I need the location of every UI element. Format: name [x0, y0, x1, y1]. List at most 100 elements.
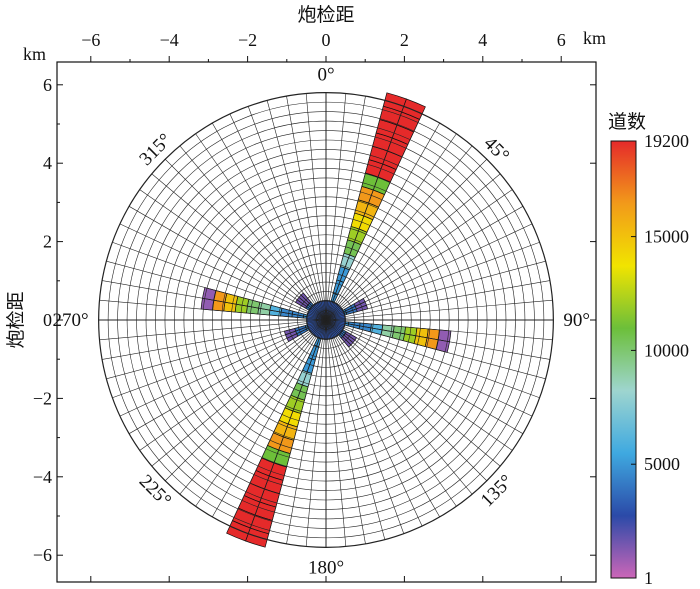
grid-spoke	[99, 319, 327, 341]
grid-spoke	[106, 260, 327, 321]
grid-spoke	[325, 319, 550, 360]
grid-spoke	[325, 113, 423, 321]
x-axis-ticks: −6 −4 −2 0 2 4 6	[81, 30, 566, 582]
y-tick-label: 0	[43, 310, 52, 330]
grid-spoke	[325, 106, 405, 321]
grid-spoke	[195, 133, 327, 321]
colorbar-tick-label: 15000	[644, 227, 689, 247]
grid-spoke	[151, 173, 327, 321]
y-axis-ticks: 6 4 2 0 −2 −4 −6	[33, 75, 596, 565]
grid-spoke	[325, 319, 501, 467]
x-tick-label: −2	[238, 30, 257, 50]
grid-spoke	[286, 96, 327, 321]
colorbar-gradient	[610, 140, 637, 579]
grid-spoke	[325, 173, 501, 321]
direction-label: 270°	[53, 310, 89, 331]
grid-spoke	[128, 319, 327, 434]
x-tick-label: 2	[400, 30, 409, 50]
grid-spoke	[325, 319, 553, 341]
grid-spoke	[325, 159, 487, 321]
grid-spoke	[325, 319, 457, 507]
colorbar-tick-label: 10000	[644, 340, 689, 360]
grid-spoke	[325, 189, 513, 321]
grid-spoke	[195, 319, 327, 507]
grid-spoke	[325, 260, 546, 321]
grid-spoke	[179, 319, 327, 495]
grid-spoke	[102, 319, 327, 360]
grid-spoke	[325, 319, 473, 495]
y-tick-label: 4	[43, 153, 52, 173]
grid-spoke	[128, 206, 327, 321]
x-unit-label: km	[583, 28, 606, 48]
grid-spoke	[325, 319, 366, 544]
y-tick-label: 6	[43, 75, 52, 95]
grid-spoke	[325, 319, 533, 417]
grid-spoke	[325, 319, 540, 399]
x-tick-label: 0	[322, 30, 331, 50]
grid-spoke	[325, 319, 513, 451]
grid-spoke	[266, 319, 327, 540]
grid-spoke	[112, 319, 327, 399]
grid-spoke	[119, 319, 327, 417]
grid-spoke	[325, 299, 553, 321]
y-unit-label: km	[23, 44, 46, 64]
grid-spoke	[229, 113, 327, 321]
grid-spoke	[247, 106, 327, 321]
colorbar-ticks: 19200 15000 10000 5000 1	[631, 131, 689, 588]
grid-spoke	[325, 145, 473, 321]
x-tick-label: 4	[478, 30, 487, 50]
grid-spoke	[139, 189, 327, 321]
grid-spoke	[305, 319, 327, 547]
direction-label: 90°	[563, 310, 590, 331]
grid-spoke	[325, 319, 347, 547]
y-tick-label: −2	[33, 388, 52, 408]
grid-spoke	[325, 319, 386, 540]
y-tick-label: −4	[33, 467, 52, 487]
grid-spoke	[165, 319, 327, 481]
x-tick-label: −4	[160, 30, 179, 50]
grid-spoke	[179, 145, 327, 321]
grid-spoke	[325, 319, 423, 527]
grid-spoke	[266, 100, 327, 321]
grid-spoke	[247, 319, 327, 534]
grid-spoke	[325, 133, 457, 321]
grid-spoke	[286, 319, 327, 544]
x-tick-label: −6	[81, 30, 100, 50]
grid-spoke	[325, 319, 546, 380]
x-axis-title: 炮检距	[297, 4, 354, 26]
colorbar: 道数 19200 15000 10000 5000 1	[608, 111, 689, 588]
grid-spoke	[325, 206, 524, 321]
colorbar-tick-label: 5000	[644, 454, 680, 474]
grid-spoke	[165, 159, 327, 321]
direction-label: 180°	[308, 557, 344, 578]
grid-spoke	[119, 223, 327, 321]
grid-spoke	[325, 280, 550, 321]
polar-grid	[98, 92, 554, 548]
grid-spoke	[106, 319, 327, 380]
grid-spoke	[325, 319, 524, 434]
colorbar-tick-label: 19200	[644, 131, 689, 151]
grid-spoke	[325, 93, 347, 321]
grid-spoke	[325, 319, 405, 534]
x-tick-label: 6	[557, 30, 566, 50]
grid-spoke	[212, 319, 327, 518]
colorbar-tick-label: 1	[644, 568, 653, 588]
grid-spoke	[151, 319, 327, 467]
direction-label: 0°	[317, 65, 334, 86]
grid-spoke	[139, 319, 327, 451]
y-tick-label: −6	[33, 545, 52, 565]
grid-spoke	[305, 93, 327, 321]
grid-spoke	[325, 319, 440, 518]
grid-spoke	[229, 319, 327, 527]
colorbar-title: 道数	[608, 111, 646, 133]
grid-spoke	[325, 100, 386, 321]
grid-spoke	[325, 122, 440, 321]
grid-spoke	[212, 122, 327, 321]
grid-spoke	[325, 223, 533, 321]
grid-spoke	[99, 299, 327, 321]
y-tick-label: 2	[43, 232, 52, 252]
grid-spoke	[325, 96, 366, 321]
grid-spoke	[325, 241, 540, 321]
y-axis-title: 炮检距	[5, 291, 27, 348]
